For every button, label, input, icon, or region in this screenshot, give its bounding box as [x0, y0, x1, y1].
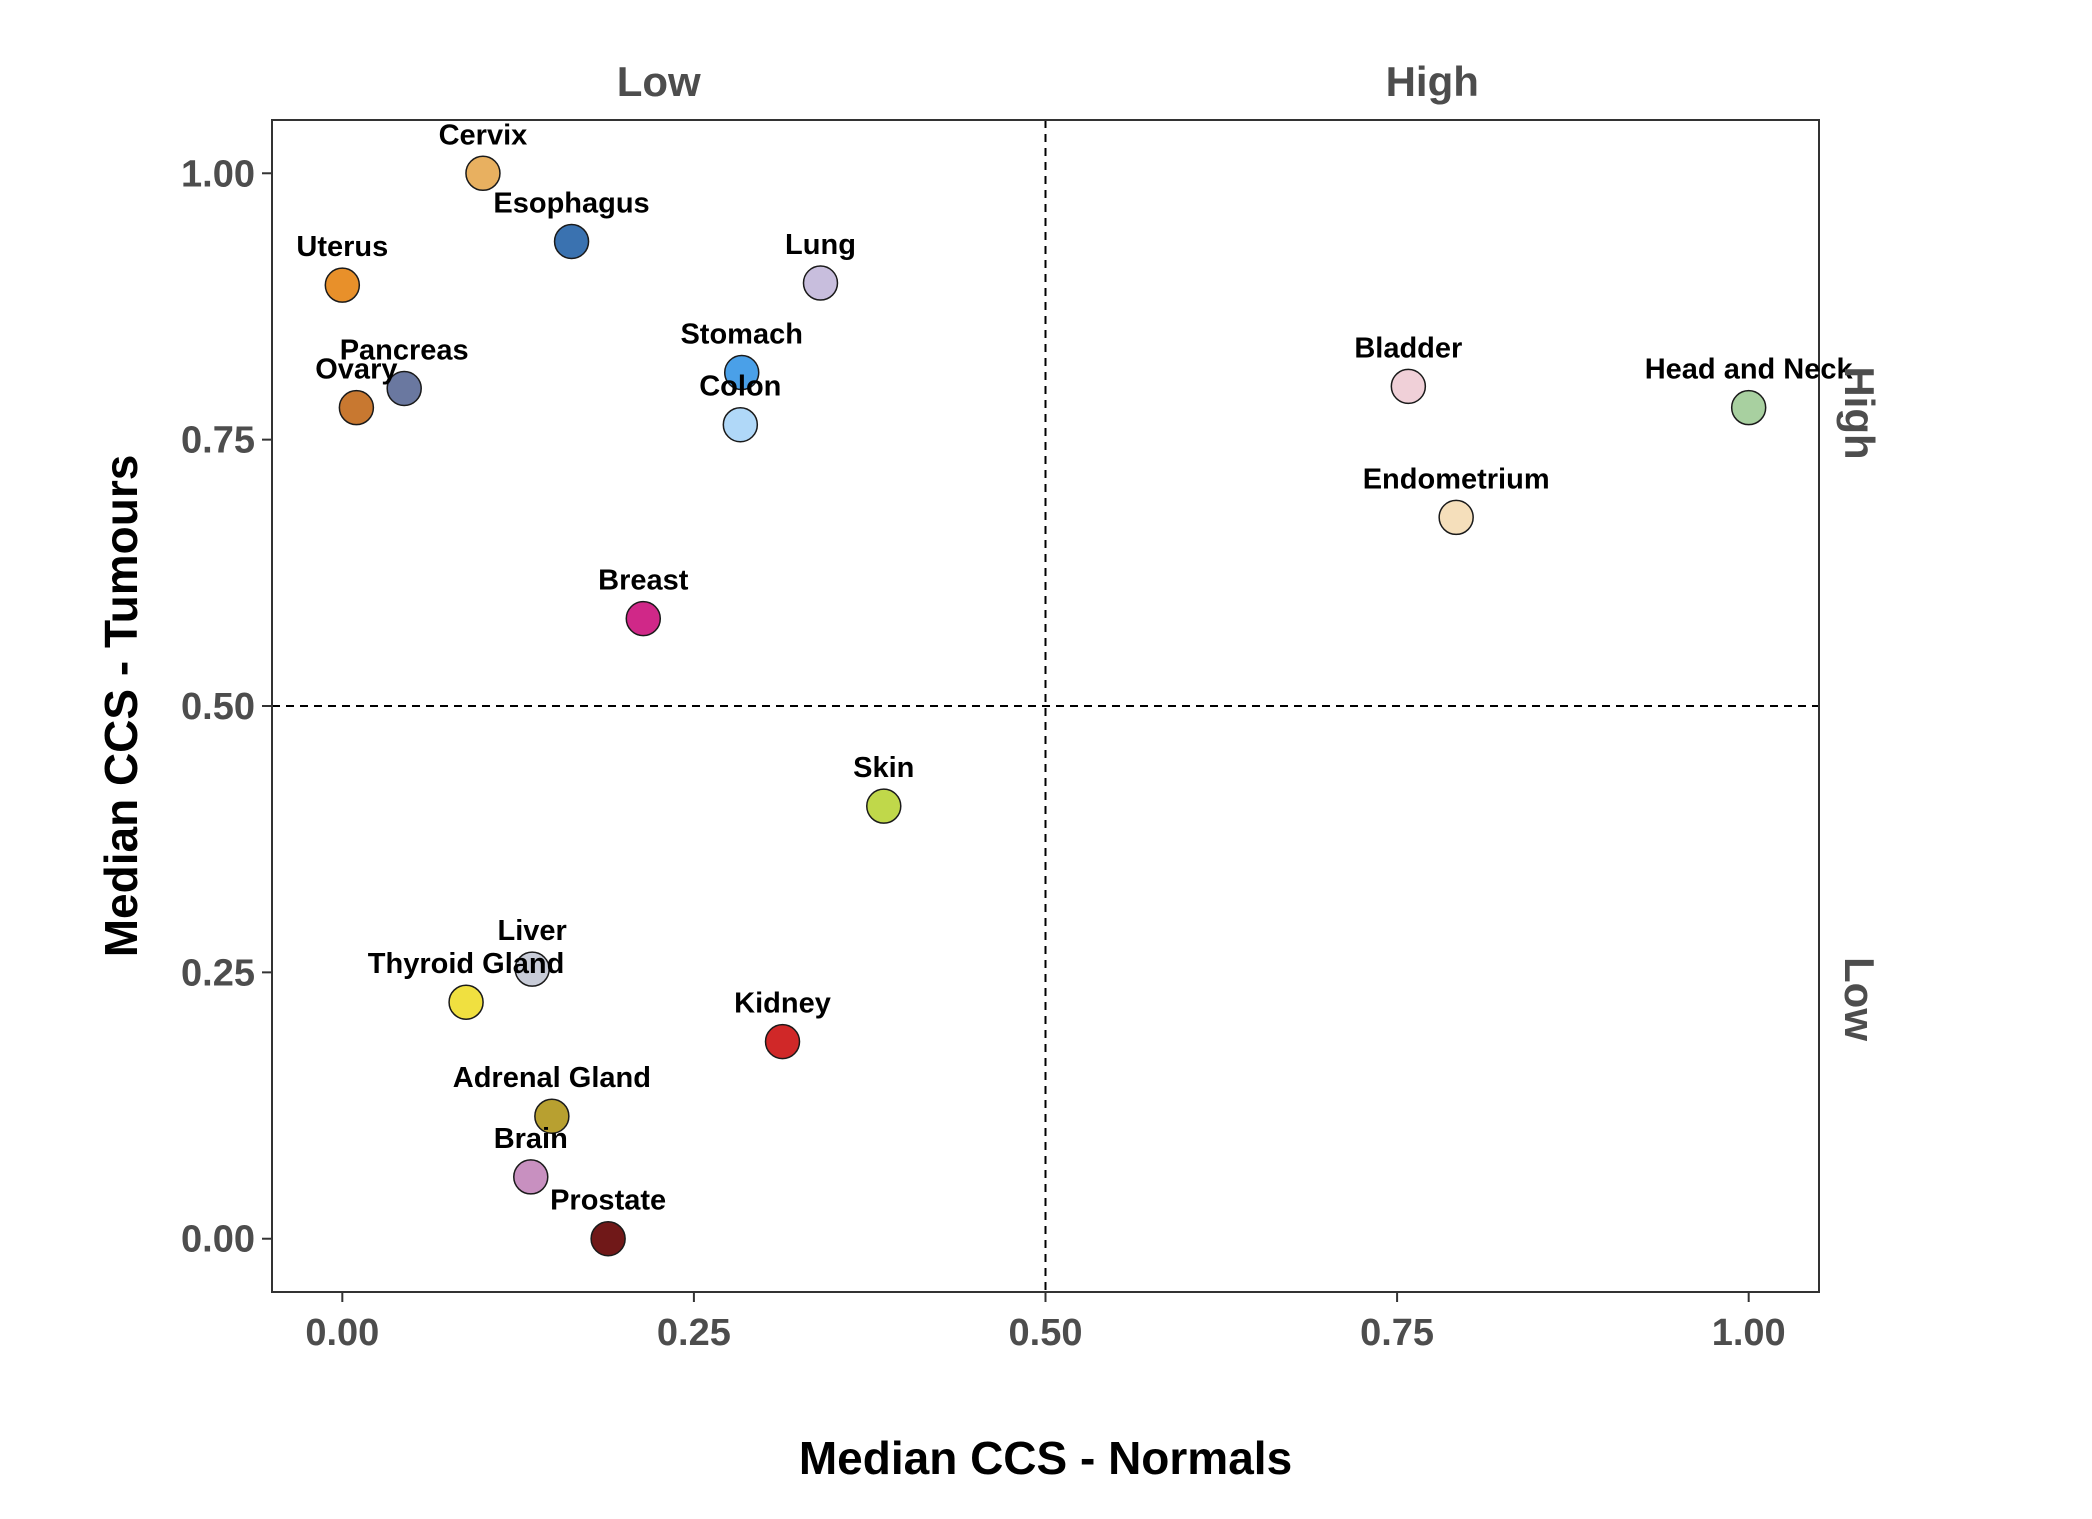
data-point-brain	[513, 1159, 549, 1195]
data-point-bladder	[1390, 368, 1427, 405]
data-point-breast	[625, 600, 662, 637]
point-label-thyroid-gland: Thyroid Gland	[368, 948, 565, 980]
y-tick-label: 0.75	[181, 420, 255, 462]
data-point-uterus	[324, 267, 361, 303]
data-point-stomach	[723, 354, 760, 391]
point-label-ovary: Ovary	[315, 354, 397, 386]
point-label-bladder: Bladder	[1354, 332, 1462, 364]
point-label-prostate: Prostate	[550, 1185, 666, 1217]
point-label-colon: Colon	[699, 371, 781, 403]
x-tick-label: 0.00	[305, 1312, 379, 1354]
data-point-colon	[722, 406, 759, 443]
x-tick-label: 0.25	[657, 1312, 731, 1354]
data-point-esophagus	[553, 223, 590, 260]
point-label-adrenal-gland: Adrenal Gland	[453, 1062, 651, 1094]
facet-top-label-low: Low	[617, 58, 701, 105]
data-point-skin	[866, 788, 902, 824]
y-tick-label: 0.00	[181, 1219, 255, 1261]
point-label-breast: Breast	[598, 565, 689, 597]
point-label-esophagus: Esophagus	[493, 187, 649, 219]
data-point-endometrium	[1438, 499, 1474, 536]
point-label-head-and-neck: Head and Neck	[1645, 354, 1854, 386]
point-label-stomach: Stomach	[680, 319, 802, 351]
facet-top-label-high: High	[1386, 58, 1479, 105]
point-label-uterus: Uterus	[296, 231, 388, 263]
data-point-lung	[802, 265, 839, 301]
data-point-adrenal-gland	[534, 1098, 570, 1134]
point-label-brain: Brain	[494, 1123, 568, 1155]
point-label-kidney: Kidney	[734, 988, 831, 1020]
point-label-liver: Liver	[498, 915, 567, 947]
data-point-pancreas	[386, 370, 422, 407]
y-axis-title: Median CCS - Tumours	[95, 455, 147, 958]
point-label-endometrium: Endometrium	[1363, 463, 1550, 495]
data-point-kidney	[764, 1023, 801, 1060]
data-point-ovary	[338, 389, 375, 426]
x-tick-label: 1.00	[1712, 1312, 1786, 1354]
facet-right-label-high: High	[1836, 366, 1883, 459]
x-axis-title: Median CCS - Normals	[799, 1432, 1292, 1484]
y-tick-label: 0.25	[181, 952, 255, 994]
y-tick-label: 1.00	[181, 153, 255, 195]
point-label-skin: Skin	[853, 752, 914, 784]
y-tick-label: 0.50	[181, 686, 255, 728]
point-label-pancreas: Pancreas	[340, 334, 469, 366]
data-point-head-and-neck	[1730, 389, 1767, 426]
plot-area: 0.00 0.25 0.50 0.75 1.00 0.00 0.25 0.50 0.75 1.00…	[181, 119, 1854, 1354]
data-point-prostate	[590, 1220, 626, 1257]
data-point-liver	[514, 951, 550, 987]
x-tick-label: 0.75	[1360, 1312, 1434, 1354]
data-point-cervix	[465, 155, 501, 192]
data-point-thyroid-gland	[448, 984, 484, 1020]
facet-right-label-low: Low	[1836, 957, 1883, 1041]
point-label-cervix: Cervix	[439, 119, 528, 151]
point-label-lung: Lung	[785, 229, 856, 261]
x-tick-label: 0.50	[1009, 1312, 1083, 1354]
